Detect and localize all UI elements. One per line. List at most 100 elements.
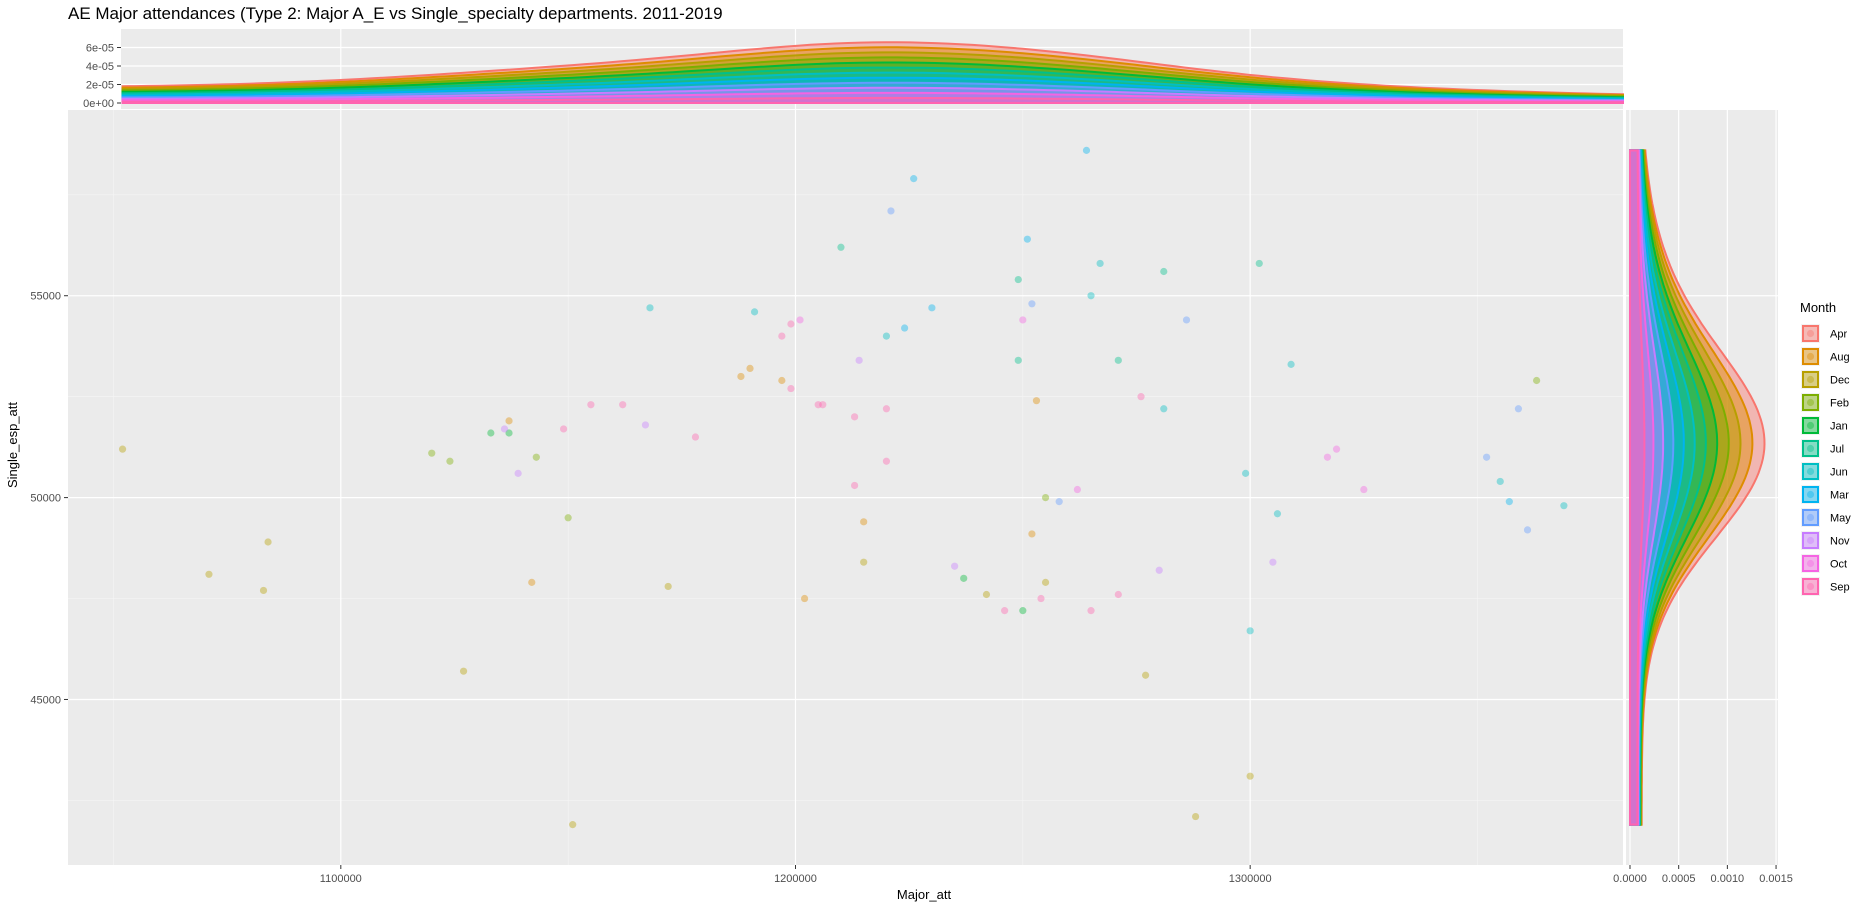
data-point-feb — [1533, 376, 1541, 385]
data-point-dec — [1246, 772, 1254, 780]
legend-key-background — [1801, 347, 1820, 366]
data-point-mar — [1082, 146, 1091, 154]
legend-key-background — [1801, 462, 1820, 481]
legend-label: May — [1830, 513, 1851, 525]
data-point-may — [1055, 498, 1063, 506]
legend-point-nov — [1806, 536, 1815, 545]
data-point-sep — [619, 401, 627, 409]
legend-label: Sep — [1830, 582, 1850, 594]
x-tick-label: 1300000 — [1229, 873, 1272, 885]
legend-label: Oct — [1830, 559, 1847, 571]
right-tick-label: 0.0015 — [1759, 873, 1793, 885]
legend-key-apr — [1802, 325, 1819, 342]
data-point-dec — [982, 590, 991, 599]
data-point-oct — [1360, 485, 1368, 494]
data-point-aug — [746, 364, 754, 372]
data-point-mar — [1023, 235, 1031, 243]
data-point-oct — [1073, 485, 1081, 494]
right-density-panel: 0.0000 0.0005 0.0010 0.0015 — [1613, 110, 1793, 885]
top-tick-label: 6e-05 — [86, 43, 114, 55]
data-point-dec — [860, 558, 868, 566]
data-point-nov — [951, 562, 959, 570]
data-point-may — [1028, 300, 1036, 308]
data-point-dec — [205, 570, 213, 578]
legend-key-aug — [1802, 348, 1819, 365]
data-point-jul — [1255, 259, 1263, 268]
data-point-jul — [1160, 267, 1168, 276]
x-tick-label: 1200000 — [774, 873, 817, 885]
legend-key-oct — [1802, 555, 1819, 572]
data-point-jul — [1114, 356, 1122, 364]
data-point-dec — [1192, 812, 1200, 821]
data-point-aug — [800, 594, 809, 603]
legend-point-oct — [1806, 559, 1815, 568]
legend-label: Jun — [1830, 467, 1848, 479]
data-point-sep — [587, 401, 595, 409]
legend-label: Feb — [1830, 398, 1849, 410]
legend-point-feb — [1806, 398, 1815, 407]
data-point-mar — [910, 175, 918, 183]
right-density-x-ticks: 0.0000 0.0005 0.0010 0.0015 — [1613, 865, 1793, 885]
data-point-mar — [928, 304, 936, 312]
data-point-oct — [796, 316, 804, 324]
legend: Month Apr Aug Dec Feb Jan Jul Jun Mar May Nov Oct S… — [1800, 300, 1851, 596]
data-point-nov — [855, 356, 863, 364]
right-tick-label: 0.0010 — [1711, 873, 1745, 885]
data-point-jun — [1287, 360, 1295, 368]
legend-key-background — [1801, 324, 1820, 343]
legend-key-nov — [1802, 532, 1819, 549]
data-point-sep — [1114, 590, 1122, 599]
data-point-feb — [446, 457, 454, 465]
y-tick-label: 55000 — [30, 291, 61, 303]
data-point-aug — [1032, 397, 1041, 405]
data-point-aug — [505, 417, 513, 425]
legend-key-jul — [1802, 440, 1819, 457]
legend-label: Jul — [1830, 444, 1844, 456]
legend-point-may — [1806, 513, 1815, 522]
legend-key-background — [1801, 508, 1820, 527]
legend-key-background — [1801, 393, 1820, 412]
right-tick-label: 0.0000 — [1613, 873, 1647, 885]
data-point-dec — [569, 821, 577, 829]
legend-key-may — [1802, 509, 1819, 526]
data-point-sep — [819, 401, 827, 409]
legend-point-aug — [1806, 352, 1815, 361]
data-point-aug — [860, 518, 868, 526]
data-point-sep — [1137, 393, 1145, 401]
legend-key-background — [1801, 554, 1820, 573]
data-point-sep — [850, 481, 859, 490]
data-point-oct — [1019, 316, 1027, 324]
legend-label: Apr — [1830, 329, 1847, 341]
right-density-sep — [1629, 149, 1646, 826]
right-tick-label: 0.0005 — [1662, 873, 1696, 885]
data-point-feb — [532, 453, 540, 461]
data-point-sep — [850, 413, 859, 421]
data-point-nov — [500, 425, 509, 433]
data-point-aug — [528, 578, 536, 586]
main-panel-background — [68, 110, 1623, 865]
top-tick-label: 2e-05 — [86, 80, 114, 92]
data-point-sep — [691, 433, 700, 441]
data-point-jun — [1242, 469, 1250, 477]
y-axis-ticks: 45000 50000 55000 — [30, 291, 68, 706]
data-point-sep — [778, 332, 786, 340]
legend-point-apr — [1806, 329, 1815, 338]
data-point-jun — [1246, 627, 1254, 635]
data-point-jun — [1096, 259, 1104, 268]
data-point-sep — [1037, 594, 1045, 603]
data-point-may — [1514, 405, 1523, 413]
data-point-feb — [564, 514, 572, 522]
data-point-feb — [428, 449, 436, 457]
legend-key-sep — [1802, 578, 1819, 595]
data-point-jul — [1014, 356, 1022, 364]
data-point-may — [1482, 453, 1491, 461]
data-point-jun — [750, 308, 759, 316]
legend-point-sep — [1806, 582, 1815, 591]
data-point-jan — [487, 429, 495, 437]
data-point-jul — [1014, 275, 1022, 284]
legend-point-dec — [1806, 375, 1815, 384]
top-density-sep — [121, 96, 1624, 104]
data-point-sep — [787, 320, 795, 328]
main-scatter-panel: 1100000 1200000 1300000 45000 50000 55000 — [30, 110, 1623, 885]
data-point-dec — [259, 586, 268, 595]
